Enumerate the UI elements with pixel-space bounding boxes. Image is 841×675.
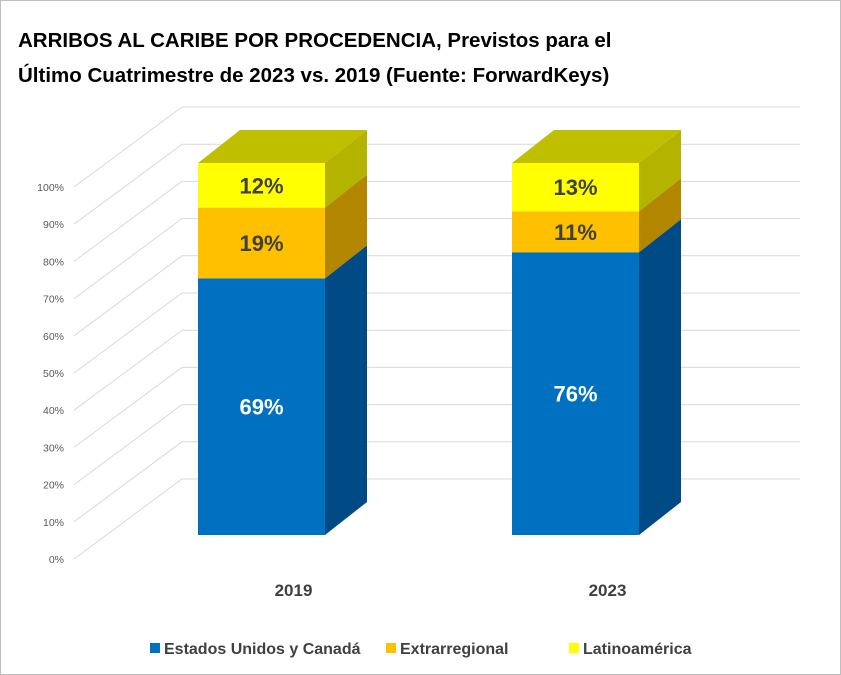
bar-segment	[512, 163, 639, 212]
gridline	[73, 255, 800, 337]
gridline	[73, 441, 800, 523]
y-tick-label: 90%	[43, 219, 64, 231]
y-tick-label: 40%	[43, 405, 64, 417]
y-tick-label: 80%	[43, 256, 64, 268]
bar-segment	[198, 278, 325, 535]
gridline	[73, 478, 800, 560]
chart-title-line-1: ARRIBOS AL CARIBE POR PROCEDENCIA, Previ…	[18, 29, 612, 52]
gridline	[73, 180, 800, 262]
y-tick-label: 30%	[43, 442, 64, 454]
data-label: 76%	[553, 382, 597, 407]
bar-side	[639, 178, 681, 253]
y-tick-label: 20%	[43, 480, 64, 492]
data-label: 13%	[553, 175, 597, 200]
bar-side	[325, 130, 367, 208]
gridline	[73, 106, 800, 188]
bar-top	[512, 130, 681, 163]
data-label: 69%	[239, 395, 283, 420]
bar-side	[325, 174, 367, 279]
bar-side	[639, 219, 681, 535]
y-tick-label: 60%	[43, 331, 64, 343]
bar-side	[639, 130, 681, 212]
gridline	[73, 292, 800, 374]
bar-segment	[512, 252, 639, 535]
category-label: 2019	[275, 581, 313, 600]
legend-label: Latinoamérica	[583, 641, 692, 658]
data-label: 12%	[239, 173, 283, 198]
legend-label: Estados Unidos y Canadá	[164, 641, 361, 658]
y-tick-label: 0%	[49, 554, 64, 566]
legend-swatch	[386, 643, 396, 653]
y-tick-label: 50%	[43, 368, 64, 380]
y-tick-label: 70%	[43, 294, 64, 306]
gridline	[73, 366, 800, 448]
data-label: 11%	[554, 220, 597, 245]
data-label: 19%	[239, 231, 283, 256]
y-tick-label: 10%	[43, 517, 64, 529]
legend-label: Extrarregional	[400, 641, 508, 658]
legend-swatch	[569, 643, 579, 653]
gridline	[73, 218, 800, 300]
bar-top	[198, 130, 367, 163]
bar-segment	[198, 163, 325, 208]
legend-swatch	[150, 643, 160, 653]
bar-segment	[512, 211, 639, 253]
category-label: 2023	[589, 581, 627, 600]
bar-segment	[198, 207, 325, 279]
chart-title-line-2: Último Cuatrimestre de 2023 vs. 2019 (Fu…	[18, 63, 609, 87]
y-tick-label: 100%	[37, 182, 64, 194]
gridline	[73, 329, 800, 411]
gridline	[73, 404, 800, 486]
bar-side	[325, 245, 367, 535]
gridline	[73, 143, 800, 225]
